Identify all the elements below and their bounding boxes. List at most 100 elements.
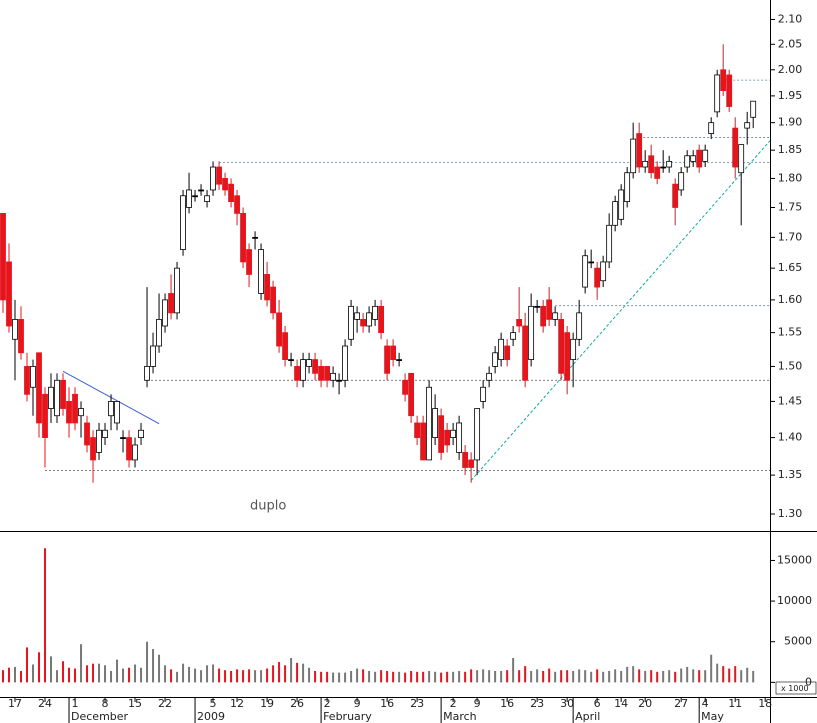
candle-body — [126, 437, 132, 461]
volume-bar — [254, 670, 257, 683]
volume-bar — [638, 669, 641, 683]
candle-body — [234, 195, 240, 214]
candle-body — [312, 359, 318, 374]
candle-body — [462, 452, 469, 468]
volume-bar — [710, 654, 713, 683]
volume-bar — [608, 670, 611, 683]
candle-body — [630, 138, 637, 174]
volume-bar — [566, 670, 569, 683]
candle-body — [30, 366, 36, 388]
volume-tick-label: 10000 — [777, 594, 812, 607]
volume-bar — [470, 669, 473, 683]
volume-bar — [740, 670, 743, 683]
candle-body — [642, 160, 649, 168]
volume-bar — [428, 670, 431, 683]
x-tick-label: 20 — [638, 697, 652, 710]
volume-bar — [44, 548, 47, 683]
volume-bar — [50, 656, 53, 683]
volume-bar — [290, 657, 293, 683]
volume-bar — [494, 670, 497, 683]
candle-body — [60, 379, 66, 409]
candle-body — [72, 393, 78, 424]
volume-bar — [542, 670, 545, 683]
volume-bar — [614, 669, 617, 683]
candle-body — [720, 69, 727, 92]
volume-bar — [206, 665, 209, 683]
volume-bar — [524, 666, 527, 683]
volume-bar — [698, 670, 701, 683]
candle-body — [282, 332, 288, 360]
volume-bar — [80, 644, 83, 683]
volume-bar — [170, 669, 173, 683]
annotation: duplo — [250, 499, 286, 514]
candle-body — [318, 366, 324, 381]
y-tick-label: 1.95 — [778, 89, 803, 102]
volume-bar — [422, 671, 425, 683]
candle-body — [240, 212, 246, 263]
candle-body — [408, 372, 415, 417]
candle-body — [78, 408, 84, 417]
candle-body — [600, 261, 607, 282]
month-label: February — [323, 710, 372, 723]
x-tick-label: 23 — [410, 697, 424, 710]
x-tick-label: 12 — [230, 697, 244, 710]
candle-body — [522, 325, 529, 381]
volume-bar — [98, 663, 101, 683]
candle-body — [270, 286, 276, 314]
volume-bar — [338, 672, 341, 683]
candle-body — [618, 189, 625, 220]
volume-bar — [554, 671, 557, 683]
volume-bar — [230, 670, 233, 683]
volume-bar — [62, 661, 65, 683]
candle-body — [288, 359, 294, 361]
candle-body — [0, 212, 6, 301]
volume-bar — [32, 664, 35, 683]
candle-body — [96, 429, 102, 453]
volume-bar — [176, 671, 179, 683]
candle-body — [708, 122, 715, 134]
volume-bar — [662, 670, 665, 683]
candle-body — [534, 305, 541, 308]
candle-body — [402, 379, 409, 395]
candle-body — [672, 183, 679, 208]
volume-bar — [128, 667, 131, 683]
month-label: May — [701, 710, 724, 723]
volume-bar — [158, 654, 161, 683]
volume-bar — [20, 670, 23, 683]
candle-body — [636, 133, 643, 168]
candle-body — [510, 332, 517, 340]
y-tick-label: 1.30 — [778, 507, 803, 520]
candle-body — [42, 393, 48, 438]
candle-body — [546, 299, 553, 320]
x-tick-label: 8 — [102, 697, 109, 710]
candle-body — [474, 408, 481, 461]
volume-bar — [218, 668, 221, 683]
volume-bar — [596, 669, 599, 683]
candle-body — [684, 155, 691, 168]
volume-bar — [320, 671, 323, 683]
candle-body — [276, 312, 282, 347]
volume-bar — [476, 670, 479, 683]
month-label: March — [443, 710, 477, 723]
x-tick-label: 6 — [594, 697, 601, 710]
volume-bar — [704, 670, 707, 683]
candle-body — [36, 352, 42, 424]
candle-body — [588, 261, 595, 264]
candle-body — [690, 155, 697, 162]
candle-body — [108, 401, 114, 417]
x-tick-label: 2 — [450, 697, 457, 710]
volume-bar — [530, 670, 533, 683]
volume-bar — [68, 667, 71, 683]
volume-bar — [296, 662, 299, 683]
candle-body — [18, 319, 24, 354]
volume-bar — [224, 670, 227, 683]
volume-bar — [500, 670, 503, 683]
x-tick-label: 9 — [354, 697, 361, 710]
volume-bar — [188, 666, 191, 683]
candle-body — [6, 261, 12, 327]
volume-bar — [200, 670, 203, 683]
x-tick-label: 5 — [210, 697, 217, 710]
candle-body — [306, 359, 312, 367]
